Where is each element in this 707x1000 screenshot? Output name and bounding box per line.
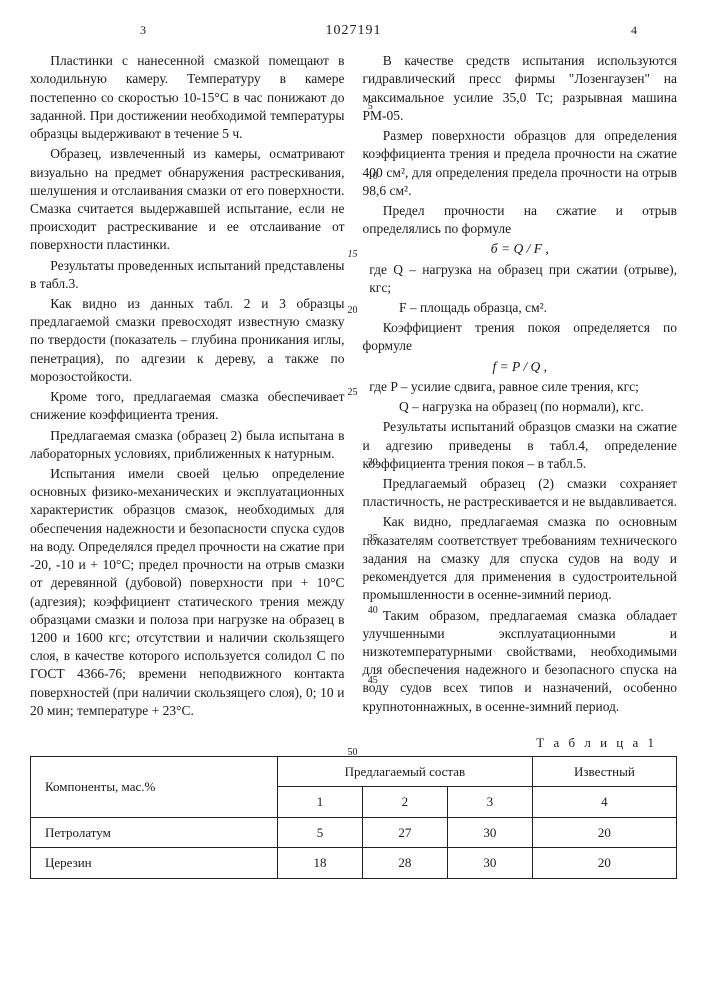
two-column-body: Пластинки с нанесенной смазкой помещают … — [30, 52, 677, 722]
line-number: 10 — [348, 170, 378, 184]
document-number: 1027191 — [326, 22, 382, 41]
paragraph: Испытания имели своей целью определение … — [30, 465, 345, 720]
cell-value: 5 — [278, 817, 363, 848]
paragraph: Предлагаемый образец (2) смазки сохраняе… — [363, 475, 678, 511]
component-name: Петролатум — [31, 817, 278, 848]
cell-value: 18 — [278, 848, 363, 879]
text-run: Как видно, предлагаемая смазка по основн… — [363, 514, 678, 602]
paragraph: 5В качестве средств испытания используют… — [363, 52, 678, 125]
cell-value: 20 — [532, 848, 676, 879]
text-run: Q – нагрузка на образец (по нормали), кг… — [369, 399, 644, 414]
col-header-components: Компоненты, мас.% — [31, 756, 278, 817]
cell-value: 20 — [532, 817, 676, 848]
col-header-known: Известный — [532, 756, 676, 787]
paragraph: 45Таким образом, предлагаемая смазка обл… — [363, 607, 678, 716]
subcol-4: 4 — [532, 787, 676, 818]
where-clause: Q – нагрузка на образец (по нормали), кг… — [363, 398, 678, 416]
line-number: 25 — [348, 386, 358, 400]
paragraph: 10Размер поверхности образцов для опреде… — [363, 127, 678, 200]
text-run: Результаты испытаний образцов смазки на … — [363, 419, 678, 470]
line-number: 35 — [348, 532, 378, 546]
line-number: 50 — [348, 746, 358, 760]
line-number: 5 — [348, 100, 373, 114]
line-number: 45 — [348, 674, 378, 688]
line-number: 20 — [348, 304, 358, 318]
cell-value: 30 — [447, 817, 532, 848]
text-run: Таким образом, предлагаемая смазка облад… — [363, 608, 678, 714]
paragraph: Кроме того, предлагаемая смазка обеспечи… — [30, 388, 345, 424]
component-name: Церезин — [31, 848, 278, 879]
text-run: где P – усилие сдвига, равное силе трени… — [369, 379, 639, 394]
right-column: 5В качестве средств испытания используют… — [363, 52, 678, 722]
composition-table: Компоненты, мас.% Предлагаемый состав Из… — [30, 756, 677, 879]
formula-f: f = P / Q , — [363, 358, 678, 376]
paragraph: Результаты проведенных испытаний предста… — [30, 257, 345, 293]
formula-sigma: 15б = Q / F , — [363, 240, 678, 258]
paragraph: Образец, извлеченный из камеры, осматрив… — [30, 145, 345, 254]
paragraph: Предел прочности на сжатие и отрыв опред… — [363, 202, 678, 238]
cell-value: 30 — [447, 848, 532, 879]
page-num-left: 3 — [140, 22, 146, 38]
formula-text: б = Q / F , — [491, 241, 549, 256]
paragraph: Как видно из данных табл. 2 и 3 образцы … — [30, 295, 345, 386]
line-number: 30 — [348, 456, 378, 470]
cell-value: 27 — [362, 817, 447, 848]
paragraph: 3540Как видно, предлагаемая смазка по ос… — [363, 513, 678, 604]
cell-value: 28 — [362, 848, 447, 879]
paragraph: 30Результаты испытаний образцов смазки н… — [363, 418, 678, 473]
where-clause: где Q – нагрузка на образец при сжатии (… — [363, 261, 678, 297]
paragraph: Пластинки с нанесенной смазкой помещают … — [30, 52, 345, 143]
paragraph: Предлагаемая смазка (образец 2) была исп… — [30, 427, 345, 463]
text-run: Размер поверхности образцов для определе… — [363, 128, 678, 198]
subcol-2: 2 — [362, 787, 447, 818]
line-number: 15 — [348, 248, 358, 262]
table-row: Церезин 18 28 30 20 — [31, 848, 677, 879]
table-header-row: Компоненты, мас.% Предлагаемый состав Из… — [31, 756, 677, 787]
text-run: F – площадь образца, см². — [369, 300, 547, 315]
subcol-1: 1 — [278, 787, 363, 818]
left-column: Пластинки с нанесенной смазкой помещают … — [30, 52, 345, 722]
paragraph: Коэффициент трения покоя определяется по… — [363, 319, 678, 355]
page-num-right: 4 — [631, 22, 637, 38]
col-header-proposed: Предлагаемый состав — [278, 756, 533, 787]
table-row: Петролатум 5 27 30 20 — [31, 817, 677, 848]
line-number: 40 — [348, 604, 378, 618]
table-caption: Т а б л и ц а 1 — [30, 734, 657, 752]
subcol-3: 3 — [447, 787, 532, 818]
where-clause: 25где P – усилие сдвига, равное силе тре… — [363, 378, 678, 396]
text-run: В качестве средств испытания используютс… — [363, 53, 678, 123]
where-clause: 20F – площадь образца, см². — [363, 299, 678, 317]
